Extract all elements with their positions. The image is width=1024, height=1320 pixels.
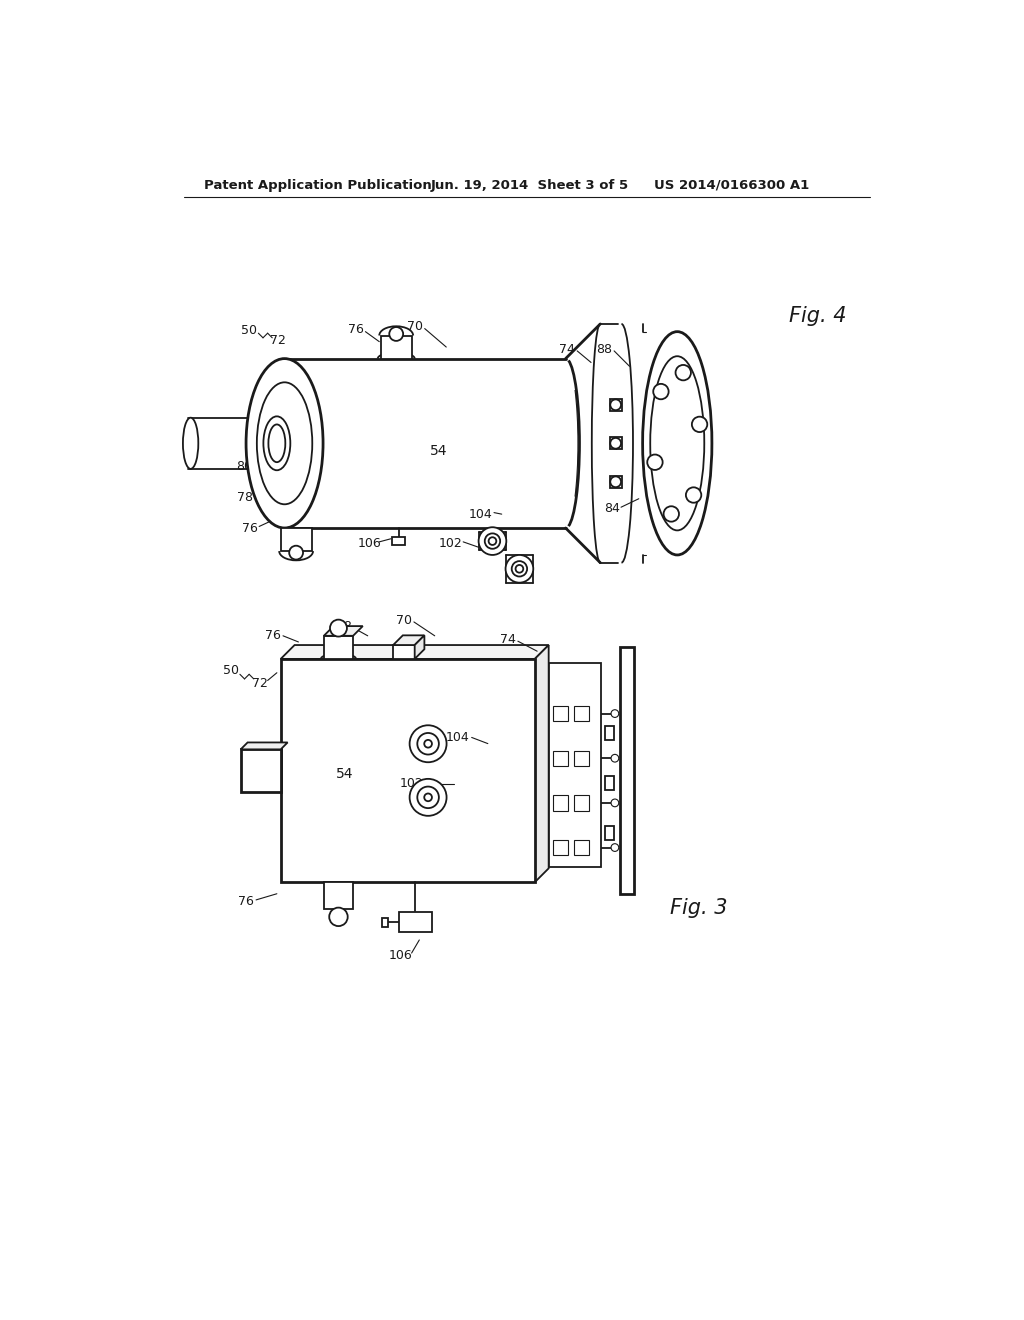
Ellipse shape — [650, 356, 705, 531]
Circle shape — [610, 477, 621, 487]
Bar — [553, 706, 568, 721]
Bar — [553, 795, 568, 810]
Circle shape — [610, 400, 621, 411]
Bar — [381, 335, 412, 359]
Text: 72: 72 — [270, 334, 287, 347]
Bar — [605, 776, 614, 789]
Bar — [324, 882, 353, 909]
Bar — [324, 636, 353, 659]
Bar — [553, 840, 568, 855]
Text: 74: 74 — [559, 343, 575, 356]
Text: Fig. 3: Fig. 3 — [670, 898, 727, 917]
Text: 106: 106 — [388, 949, 412, 962]
Text: 72: 72 — [252, 677, 268, 690]
Ellipse shape — [257, 383, 312, 504]
Text: Jun. 19, 2014  Sheet 3 of 5: Jun. 19, 2014 Sheet 3 of 5 — [431, 178, 629, 191]
Polygon shape — [281, 645, 549, 659]
Bar — [621, 647, 634, 894]
Circle shape — [611, 755, 618, 762]
Circle shape — [611, 710, 618, 718]
Circle shape — [512, 561, 527, 577]
Circle shape — [653, 384, 669, 399]
Circle shape — [506, 554, 534, 582]
Bar — [574, 751, 590, 766]
Text: 76: 76 — [348, 323, 365, 335]
Text: 70: 70 — [396, 614, 412, 627]
Text: 88: 88 — [596, 343, 612, 356]
Text: 102: 102 — [399, 777, 424, 791]
Circle shape — [424, 793, 432, 801]
Bar — [609, 475, 622, 488]
Text: 102: 102 — [438, 537, 462, 550]
Circle shape — [664, 507, 679, 521]
Circle shape — [676, 364, 691, 380]
Text: Fig. 4: Fig. 4 — [788, 306, 847, 326]
Text: 84: 84 — [604, 502, 620, 515]
Circle shape — [424, 741, 432, 747]
Circle shape — [330, 619, 347, 636]
Text: 76: 76 — [265, 630, 281, 643]
Circle shape — [330, 908, 348, 927]
Polygon shape — [393, 635, 424, 645]
Ellipse shape — [263, 416, 291, 470]
Circle shape — [389, 327, 403, 341]
Bar — [398, 912, 432, 932]
Circle shape — [418, 733, 439, 755]
Text: 70: 70 — [408, 319, 424, 333]
Text: 80: 80 — [237, 459, 253, 473]
Circle shape — [488, 537, 497, 545]
Ellipse shape — [268, 425, 286, 462]
Bar — [281, 528, 311, 552]
Ellipse shape — [246, 359, 323, 528]
Text: 78: 78 — [237, 491, 253, 504]
Bar — [393, 645, 415, 659]
Circle shape — [610, 438, 621, 449]
Text: 54: 54 — [430, 444, 447, 458]
Bar — [549, 663, 601, 867]
Ellipse shape — [643, 331, 712, 554]
Text: 50: 50 — [241, 323, 257, 337]
Bar — [605, 826, 614, 840]
Bar — [609, 399, 622, 411]
Polygon shape — [415, 635, 424, 659]
Bar — [281, 659, 535, 882]
Circle shape — [410, 725, 446, 762]
Text: US 2014/0166300 A1: US 2014/0166300 A1 — [654, 178, 809, 191]
Bar — [574, 795, 590, 810]
Text: 104: 104 — [469, 508, 493, 520]
Circle shape — [647, 454, 663, 470]
Bar — [605, 726, 614, 739]
Bar — [574, 840, 590, 855]
Text: 74: 74 — [500, 634, 516, 647]
Bar — [382, 917, 388, 927]
Circle shape — [611, 843, 618, 851]
Polygon shape — [241, 742, 288, 750]
Circle shape — [686, 487, 701, 503]
Bar — [241, 750, 281, 792]
Circle shape — [289, 545, 303, 560]
Circle shape — [692, 417, 708, 432]
Text: 50: 50 — [222, 664, 239, 677]
Polygon shape — [535, 645, 549, 882]
Circle shape — [418, 787, 439, 808]
Bar — [609, 437, 622, 449]
Bar — [574, 706, 590, 721]
Bar — [553, 751, 568, 766]
Circle shape — [611, 799, 618, 807]
Text: 76: 76 — [239, 895, 254, 908]
Text: Patent Application Publication: Patent Application Publication — [204, 178, 431, 191]
Circle shape — [515, 565, 523, 573]
Ellipse shape — [183, 417, 199, 469]
Circle shape — [478, 527, 506, 554]
Text: 106: 106 — [357, 537, 381, 550]
Text: 54: 54 — [336, 767, 353, 781]
Text: 68: 68 — [336, 620, 352, 634]
Text: 76: 76 — [242, 521, 258, 535]
Circle shape — [410, 779, 446, 816]
Bar — [392, 537, 404, 545]
Polygon shape — [324, 626, 362, 636]
Circle shape — [484, 533, 500, 549]
Text: 104: 104 — [445, 731, 470, 744]
